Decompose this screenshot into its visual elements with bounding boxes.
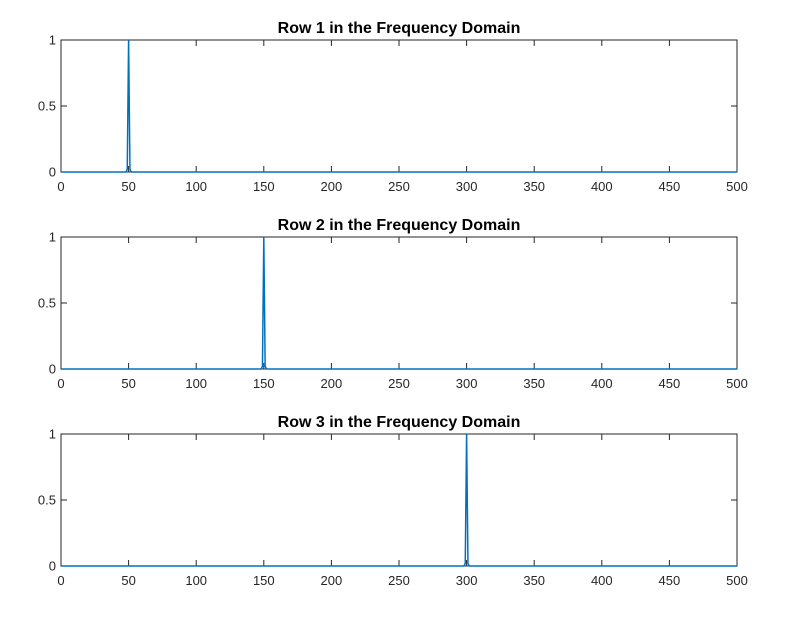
series-line	[61, 39, 737, 173]
series-line	[61, 433, 737, 567]
subplot-1: Row 1 in the Frequency Domain 0 50 100 150 20…	[38, 20, 748, 194]
x-tick-label: 250	[388, 179, 410, 194]
x-tick-label: 50	[121, 376, 135, 391]
subplot-2: Row 2 in the Frequency Domain 0 50 100 150 20…	[38, 217, 748, 391]
x-tick-label: 450	[659, 376, 681, 391]
y-tick-label: 0.5	[38, 493, 56, 508]
x-tick-label: 400	[591, 376, 613, 391]
y-tick-label: 0.5	[38, 296, 56, 311]
y-tick-label: 0	[49, 362, 56, 377]
chart-title: Row 3 in the Frequency Domain	[278, 414, 521, 431]
y-tick-label: 1	[49, 230, 56, 245]
x-tick-label: 500	[726, 376, 748, 391]
x-tick-label: 400	[591, 179, 613, 194]
x-tick-label: 200	[321, 179, 343, 194]
y-tick-label: 0	[49, 165, 56, 180]
subplot-3: Row 3 in the Frequency Domain 0 50 100 150 20…	[38, 414, 748, 588]
x-tick-label: 250	[388, 376, 410, 391]
chart-title: Row 2 in the Frequency Domain	[278, 217, 521, 234]
x-tick-label: 300	[456, 179, 478, 194]
x-tick-label: 100	[185, 376, 207, 391]
y-tick-label: 1	[49, 33, 56, 48]
axes-box	[60, 236, 738, 370]
x-tick-label: 0	[57, 376, 64, 391]
y-tick-label: 0	[49, 559, 56, 574]
chart-title: Row 1 in the Frequency Domain	[278, 20, 521, 37]
x-tick-label: 100	[185, 573, 207, 588]
x-tick-label: 0	[57, 573, 64, 588]
x-tick-label: 200	[321, 376, 343, 391]
x-tick-label: 0	[57, 179, 64, 194]
x-tick-label: 500	[726, 573, 748, 588]
x-tick-label: 100	[185, 179, 207, 194]
x-tick-label: 500	[726, 179, 748, 194]
series-line	[61, 236, 737, 370]
x-tick-label: 300	[456, 573, 478, 588]
axes-box	[60, 433, 738, 567]
x-tick-label: 50	[121, 179, 135, 194]
x-tick-label: 350	[523, 179, 545, 194]
y-tick-label: 0.5	[38, 99, 56, 114]
x-tick-label: 250	[388, 573, 410, 588]
x-tick-label: 50	[121, 573, 135, 588]
x-tick-label: 150	[253, 376, 275, 391]
x-tick-label: 450	[659, 573, 681, 588]
y-tick-label: 1	[49, 427, 56, 442]
x-tick-label: 150	[253, 179, 275, 194]
x-tick-label: 350	[523, 376, 545, 391]
x-tick-label: 450	[659, 179, 681, 194]
x-tick-label: 150	[253, 573, 275, 588]
x-tick-label: 300	[456, 376, 478, 391]
x-tick-label: 200	[321, 573, 343, 588]
axes-box	[60, 39, 738, 173]
x-tick-label: 400	[591, 573, 613, 588]
x-tick-label: 350	[523, 573, 545, 588]
